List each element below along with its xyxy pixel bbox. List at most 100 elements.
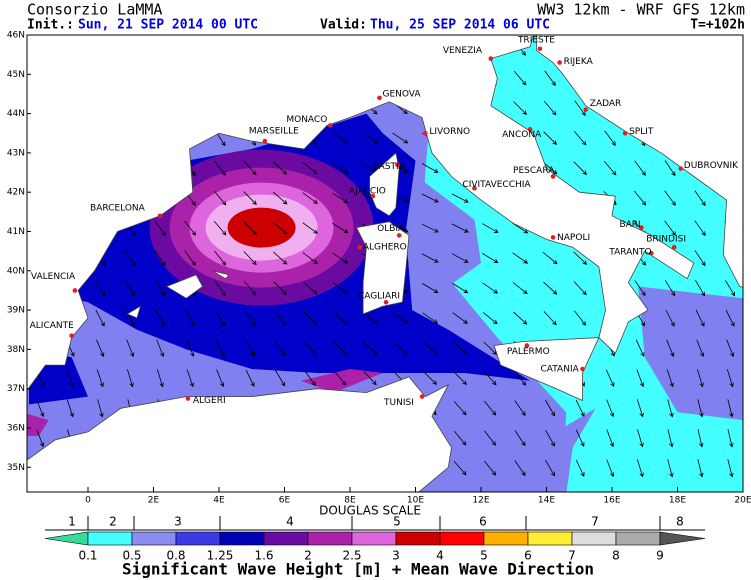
lat-label: 35N: [7, 463, 25, 473]
wave-arrow: [244, 310, 256, 327]
lon-label: 2E: [148, 496, 160, 506]
wave-arrow: [545, 429, 555, 447]
wave-arrow: [481, 223, 499, 233]
douglas-label: 6: [479, 515, 487, 529]
wave-arrow: [125, 309, 135, 327]
lon-label: 8E: [344, 496, 356, 506]
wave-arrow: [574, 100, 586, 116]
lat-label: 41N: [7, 227, 25, 237]
land: [126, 305, 142, 319]
wave-arrow: [272, 191, 288, 205]
city-label: VENEZIA: [443, 46, 483, 56]
forecast: T=+102h: [690, 18, 745, 33]
douglas-title: DOUGLAS SCALE: [319, 504, 421, 518]
wave-arrow: [392, 341, 408, 355]
wave-arrow: [302, 192, 318, 204]
wave-arrow: [453, 371, 467, 386]
colorbar-box: [87, 531, 133, 546]
org: Consorzio LaMMA: [27, 1, 162, 19]
wave-arrow: [452, 312, 468, 324]
wave-arrow: [124, 250, 136, 267]
colorbar-high: [659, 531, 706, 546]
wave-arrow: [155, 309, 165, 327]
wave-arrow: [272, 221, 288, 235]
wave-arrow: [66, 399, 74, 418]
wave-arrow: [243, 161, 257, 176]
wave-arrow: [545, 460, 555, 477]
colorbar-box: [307, 531, 353, 546]
wave-arrow: [333, 341, 347, 356]
wave-arrow: [332, 282, 348, 294]
wave-arrow: [727, 399, 734, 418]
wave-arrow: [421, 193, 439, 203]
wave-arrow: [362, 132, 379, 144]
wave-arrow: [392, 132, 409, 144]
wave-arrow: [664, 220, 676, 236]
city-label: VALENCIA: [31, 272, 76, 282]
land: [27, 35, 695, 392]
wave-arrow: [451, 223, 469, 233]
wave-arrow: [694, 250, 706, 267]
wave-arrow: [697, 429, 704, 448]
land: [493, 337, 600, 402]
wave-arrow: [513, 311, 528, 325]
wave-arrow: [214, 250, 227, 266]
valid-value: Thu, 25 SEP 2014 06 UTC: [370, 18, 550, 33]
wave-arrow: [514, 460, 526, 477]
wave-arrow: [452, 341, 468, 355]
city-dot: [419, 394, 425, 399]
lat-label: 39N: [7, 306, 25, 316]
wave-arrow: [303, 340, 317, 356]
city-label: MARSEILLE: [249, 127, 299, 137]
wave-arrow: [514, 370, 527, 386]
wave-arrow: [421, 253, 439, 263]
lon-label: 6E: [279, 496, 291, 506]
city-label: MONACO: [286, 115, 327, 125]
wave-arrow: [695, 309, 705, 327]
wave-arrow: [667, 459, 674, 478]
wave-arrow: [214, 160, 227, 176]
city-dot: [671, 244, 677, 250]
land: [165, 274, 204, 299]
bin-label: 5: [480, 549, 488, 563]
wave-arrow: [156, 369, 164, 388]
lat-label: 42N: [7, 188, 25, 198]
wave-arrow: [36, 399, 45, 418]
wave-arrow: [545, 400, 556, 417]
wave-arrow: [727, 429, 734, 448]
valid-label: Valid:: [320, 18, 367, 33]
bin-label: 0.1: [78, 549, 97, 563]
wave-arrow: [575, 399, 585, 417]
wave-arrow: [575, 459, 585, 477]
wave-arrow: [213, 220, 227, 236]
wave-arrow: [573, 251, 588, 265]
lon-label: 18E: [669, 496, 686, 506]
wave-arrow: [302, 222, 318, 234]
wave-arrow: [302, 162, 318, 175]
city-label: GENOVA: [382, 89, 421, 99]
douglas-label: 7: [591, 515, 599, 529]
city-label: ALGHERO: [363, 243, 407, 253]
bin-label: 0.5: [122, 549, 141, 563]
colorbar-box: [175, 531, 221, 546]
lon-label: 16E: [603, 496, 620, 506]
bin-label: 3: [392, 549, 400, 563]
city-dot: [527, 127, 533, 132]
city-label: ANCONA: [502, 130, 542, 140]
wave-arrow: [274, 340, 286, 357]
douglas-label: 1: [68, 515, 76, 529]
wave-arrow: [213, 190, 227, 206]
wave-arrow: [695, 280, 706, 297]
wave-arrow: [245, 340, 255, 357]
wave-arrow: [421, 163, 439, 173]
douglas-label: 5: [393, 515, 401, 529]
city-label: RIJEKA: [564, 57, 594, 67]
wave-arrow: [126, 339, 135, 358]
wave-arrow: [636, 369, 645, 388]
wave-arrow: [667, 429, 674, 448]
map-frame: [26, 34, 744, 493]
land: [27, 376, 452, 492]
wave-arrow: [543, 100, 557, 116]
wave-arrow: [726, 339, 735, 358]
